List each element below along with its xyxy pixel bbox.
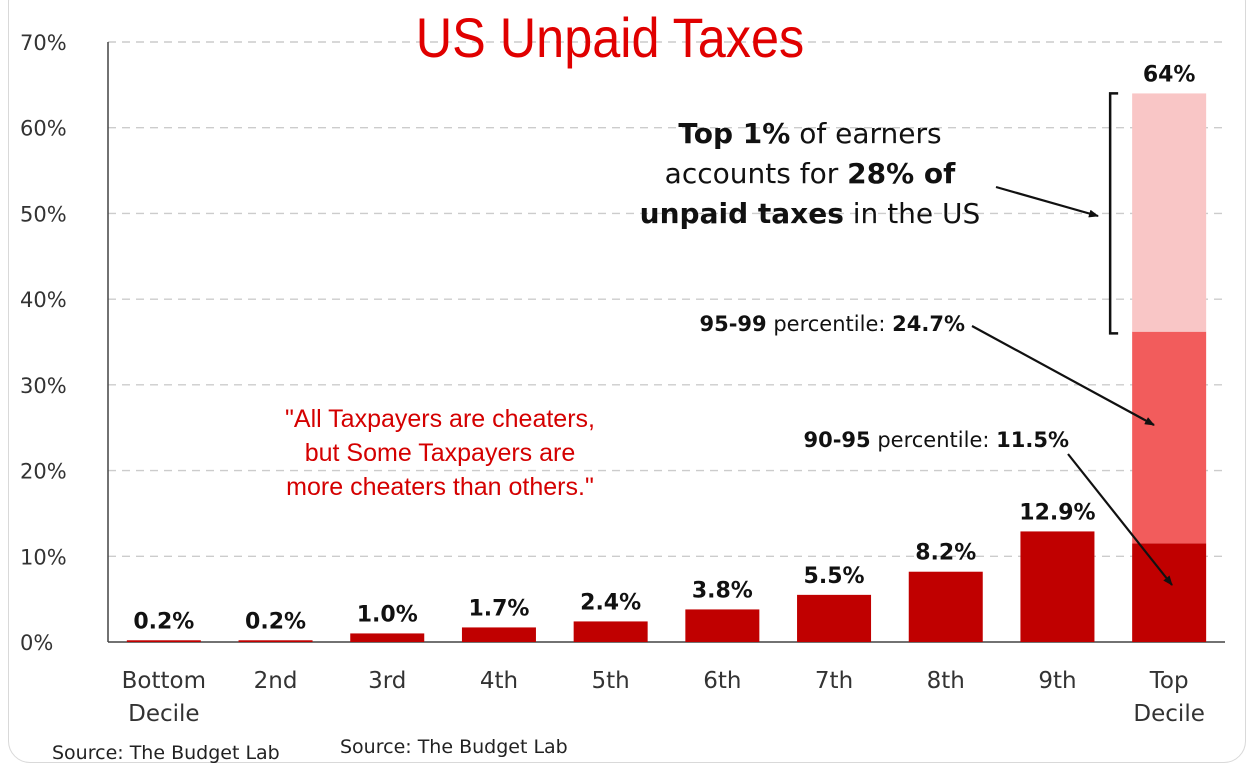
source-label: Source: The Budget Lab (52, 742, 280, 764)
bar-value-label: 0.2% (133, 609, 194, 634)
bar-segment (1132, 331, 1207, 544)
bar (685, 609, 760, 642)
bar-segment (1132, 93, 1207, 332)
y-tick-label: 60% (20, 117, 67, 141)
p95-99-arrow (971, 325, 1155, 426)
bar (126, 640, 201, 642)
x-tick-label: 3rd (368, 668, 406, 694)
p95-99-value: 24.7% (892, 312, 965, 336)
x-tick-label: Top Decile (1133, 668, 1204, 727)
quote-line-1: "All Taxpayers are cheaters, (285, 405, 595, 433)
y-tick-label: 10% (20, 545, 67, 569)
quote-annotation: "All Taxpayers are cheaters, but Some Ta… (270, 402, 610, 504)
bar-value-label: 8.2% (915, 541, 976, 566)
p90-95-value: 11.5% (996, 428, 1069, 452)
bar-value-label: 12.9% (1019, 500, 1095, 525)
bar-segment (1132, 543, 1207, 642)
p95-99-plain: percentile: (773, 312, 886, 336)
y-tick-label: 30% (20, 374, 67, 398)
p90-95-annotation: 90-95 percentile: 11.5% (803, 428, 1069, 452)
x-tick-label: 2nd (254, 668, 298, 694)
x-tick-label: 6th (703, 668, 741, 694)
x-tick-label: 4th (480, 668, 518, 694)
chart-card (8, 0, 1246, 763)
x-tick-label: 8th (927, 668, 965, 694)
p90-95-plain: percentile: (877, 428, 990, 452)
bar (1020, 531, 1095, 642)
top1-line3-bold: unpaid taxes (639, 197, 844, 230)
bar-value-label: 1.7% (468, 596, 529, 621)
bar (908, 571, 983, 642)
bar-value-label: 2.4% (580, 590, 641, 615)
quote-line-2: but Some Taxpayers are (304, 439, 576, 467)
bar (238, 640, 313, 642)
top-1-bracket (1108, 92, 1119, 335)
bar (350, 633, 425, 642)
bar-value-label: 3.8% (692, 578, 753, 603)
top1-line2-plain: accounts for (664, 157, 839, 190)
y-tick-label: 50% (20, 202, 67, 226)
bar-value-label: 1.0% (357, 602, 418, 627)
x-tick-label: 7th (815, 668, 853, 694)
top1-line2-bold: 28% of (847, 157, 956, 190)
bar (461, 627, 536, 642)
top1-line3-rest: in the US (852, 197, 981, 230)
x-tick-label: 9th (1038, 668, 1076, 694)
bar-value-label: 64% (1143, 62, 1196, 87)
bar (797, 594, 872, 642)
quote-line-3: more cheaters than others." (286, 473, 594, 501)
y-tick-label: 40% (20, 288, 67, 312)
y-tick-label: 70% (20, 31, 67, 55)
y-tick-label: 0% (20, 631, 53, 655)
x-tick-label: 5th (592, 668, 630, 694)
chart-title: US Unpaid Taxes (415, 6, 805, 69)
source-label-secondary: Source: The Budget Lab (340, 736, 568, 758)
top1-bold-label: Top 1% (678, 117, 791, 150)
top-1-arrow (995, 185, 1099, 218)
bar-value-label: 5.5% (804, 564, 865, 589)
bar (573, 621, 648, 642)
bar-value-label: 0.2% (245, 609, 306, 634)
p90-95-arrow (1067, 453, 1173, 586)
p95-99-annotation: 95-99 percentile: 24.7% (699, 312, 965, 336)
y-tick-label: 20% (20, 460, 67, 484)
top-1-percent-annotation: Top 1% of earners accounts for 28% of un… (590, 114, 1030, 234)
p90-95-bold: 90-95 (803, 428, 871, 452)
top1-rest: of earners (799, 117, 942, 150)
p95-99-bold: 95-99 (699, 312, 767, 336)
x-tick-label: Bottom Decile (122, 668, 206, 727)
